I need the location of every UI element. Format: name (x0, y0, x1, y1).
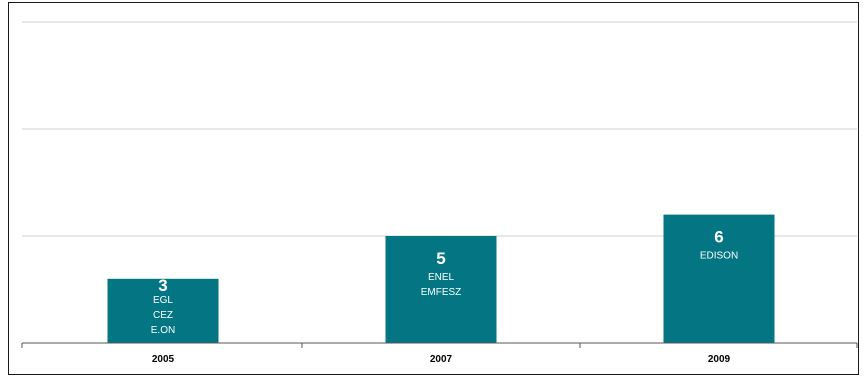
bar-value-label: 6 (714, 228, 723, 247)
x-tick-label-2005: 2005 (152, 354, 175, 365)
bar-company-label: EGL (153, 295, 173, 306)
bar-company-label: EMFESZ (421, 287, 462, 298)
bar-value-label: 3 (158, 276, 167, 295)
bar-2009 (663, 214, 775, 343)
bar-company-label: E.ON (151, 325, 175, 336)
x-tick-label-2007: 2007 (430, 354, 453, 365)
bar-value-label: 5 (436, 249, 445, 268)
bar-company-label: CEZ (153, 310, 173, 321)
bar-company-label: EDISON (700, 251, 738, 262)
bar-company-label: ENEL (428, 272, 455, 283)
bar-2007 (385, 236, 497, 343)
x-tick-label-2009: 2009 (708, 354, 731, 365)
bar-2005 (107, 278, 219, 343)
